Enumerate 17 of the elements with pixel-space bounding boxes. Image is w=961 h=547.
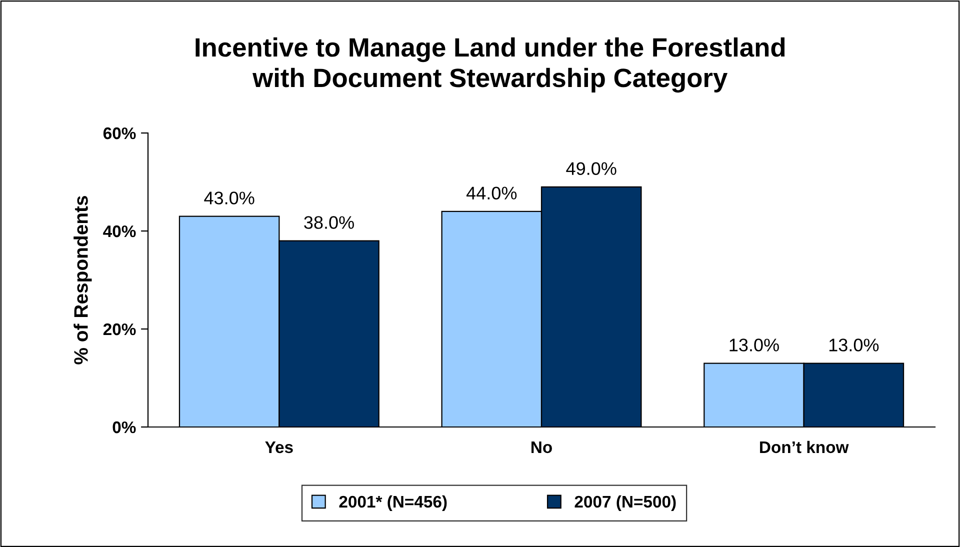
y-tick-label: 40% <box>103 225 136 238</box>
data-label: 13.0% <box>730 338 779 352</box>
chart-title: Incentive to Manage Land under the Forestland with Document Stewardship Category <box>196 37 785 93</box>
data-label: 43.0% <box>204 192 254 204</box>
data-label: 44.0% <box>466 186 517 200</box>
legend-label: 2001* (N=456) <box>339 495 447 511</box>
y-axis-title: % of Respondents <box>74 196 92 364</box>
y-tick-label: 20% <box>103 323 136 336</box>
x-tick-label: Yes <box>265 442 293 454</box>
legend-label: 2007 (N=500) <box>574 495 676 511</box>
y-tick-label: 0% <box>112 421 136 434</box>
data-label: 13.0% <box>829 338 879 352</box>
data-label: 49.0% <box>566 162 616 175</box>
data-label: 38.0% <box>304 216 354 229</box>
x-tick-label: Don’t know <box>760 440 849 454</box>
x-tick-label: No <box>532 442 552 454</box>
y-tick-label: 60% <box>103 127 136 140</box>
